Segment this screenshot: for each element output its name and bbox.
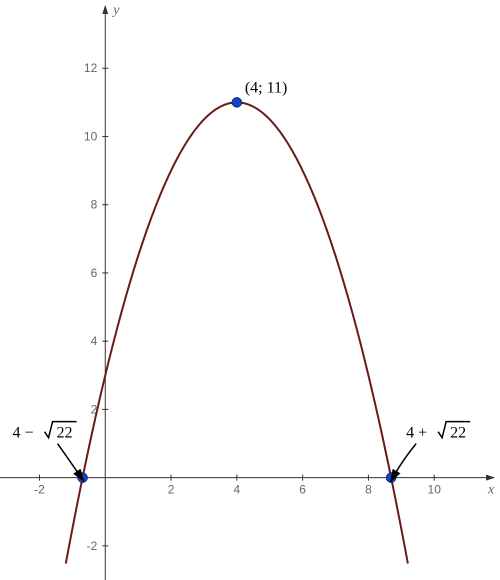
right-root-point bbox=[386, 473, 396, 483]
x-tick-label: 8 bbox=[365, 483, 372, 497]
left-root-point bbox=[78, 473, 88, 483]
svg-text:4 +: 4 + bbox=[406, 425, 427, 442]
svg-text:4 −: 4 − bbox=[13, 425, 34, 442]
right-root-label: 4 + 22 bbox=[395, 422, 470, 474]
left-root-label: 4 − 22 bbox=[13, 422, 79, 474]
x-axis-label: x bbox=[487, 483, 495, 498]
x-tick-label: 2 bbox=[168, 483, 175, 497]
x-tick-label: -2 bbox=[34, 483, 45, 497]
y-tick-label: 4 bbox=[91, 334, 98, 348]
chart-svg: xy-2246810-224681012(4; 11)4 −224 +22 bbox=[0, 0, 500, 580]
x-tick-label: 4 bbox=[233, 483, 240, 497]
vertex-label: (4; 11) bbox=[245, 79, 288, 96]
svg-text:22: 22 bbox=[57, 425, 73, 442]
svg-text:22: 22 bbox=[450, 425, 466, 442]
y-tick-label: 8 bbox=[91, 198, 98, 212]
vertex-point bbox=[232, 97, 242, 107]
y-tick-label: 10 bbox=[84, 129, 98, 143]
y-tick-label: 12 bbox=[84, 61, 98, 75]
y-axis-label: y bbox=[111, 3, 120, 18]
parabola-chart: xy-2246810-224681012(4; 11)4 −224 +22 bbox=[0, 0, 500, 580]
y-tick-label: 6 bbox=[91, 266, 98, 280]
y-tick-label: -2 bbox=[87, 539, 98, 553]
x-tick-label: 6 bbox=[299, 483, 306, 497]
x-tick-label: 10 bbox=[428, 483, 442, 497]
